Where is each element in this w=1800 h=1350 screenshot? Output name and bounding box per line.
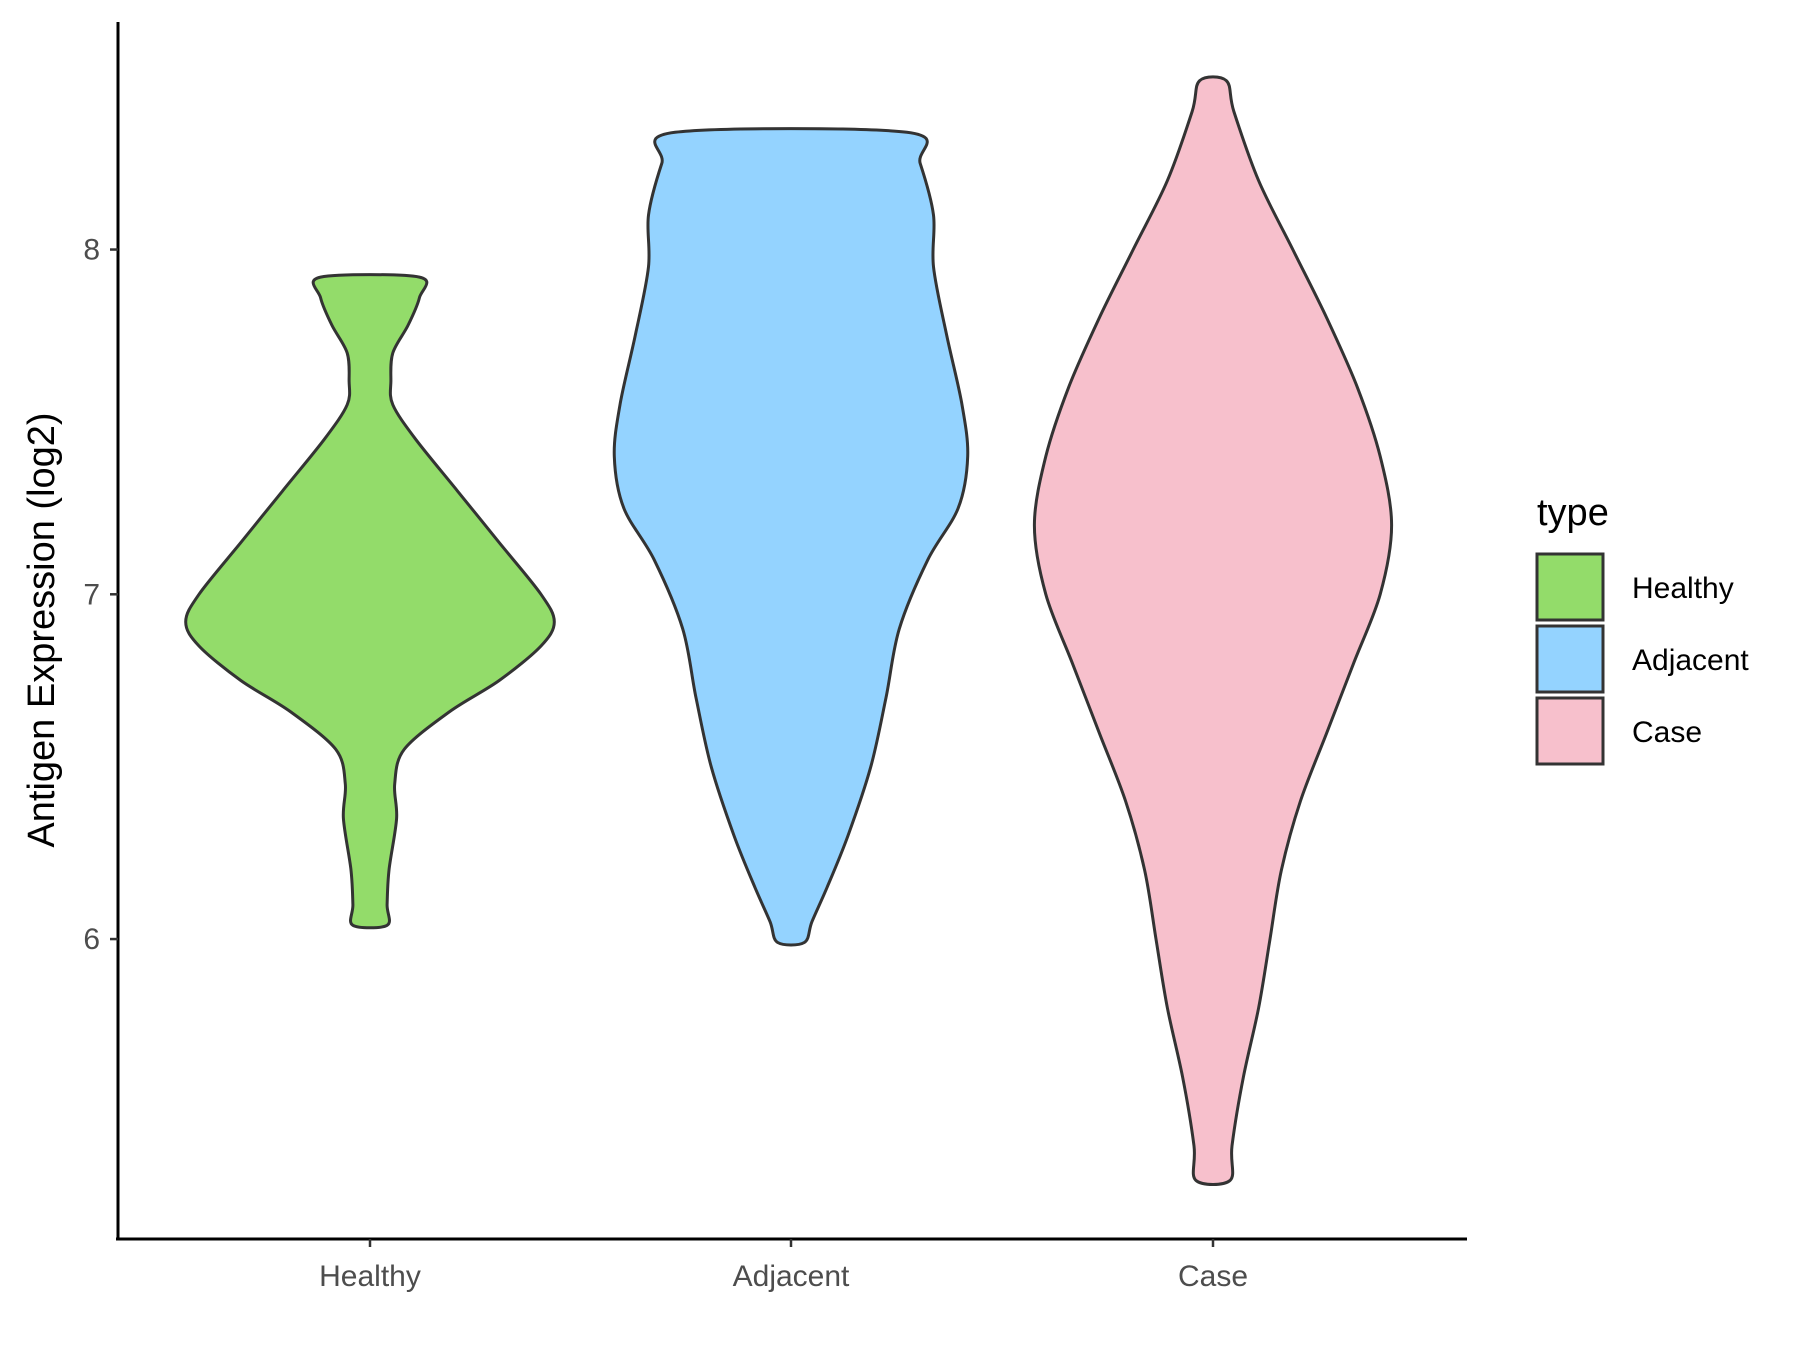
legend-swatch-healthy bbox=[1535, 552, 1605, 622]
y-ticks: 6 7 8 bbox=[83, 234, 118, 956]
y-tick-label: 7 bbox=[83, 578, 100, 611]
legend-swatch-case bbox=[1535, 696, 1605, 766]
y-tick-label: 8 bbox=[83, 234, 100, 267]
y-axis-title: Antigen Expression (log2) bbox=[21, 412, 63, 847]
legend-swatch-adjacent bbox=[1535, 624, 1605, 694]
violin-adjacent bbox=[612, 127, 970, 947]
y-tick-label: 6 bbox=[83, 923, 100, 956]
x-tick-label: Adjacent bbox=[733, 1260, 850, 1293]
legend-label-healthy: Healthy bbox=[1632, 572, 1734, 605]
x-tick-label: Case bbox=[1178, 1260, 1248, 1293]
x-tick-label: Healthy bbox=[319, 1260, 421, 1293]
legend-items: Healthy Adjacent Case bbox=[1535, 552, 1749, 766]
legend-label-adjacent: Adjacent bbox=[1632, 644, 1749, 677]
x-ticks: Healthy Adjacent Case bbox=[319, 1239, 1248, 1293]
legend-title: type bbox=[1537, 492, 1609, 534]
violin-healthy bbox=[184, 273, 556, 930]
violin-case bbox=[1032, 75, 1394, 1187]
legend-label-case: Case bbox=[1632, 716, 1702, 749]
violin-layer bbox=[184, 75, 1394, 1187]
legend: type Healthy Adjacent Case bbox=[1535, 492, 1749, 766]
